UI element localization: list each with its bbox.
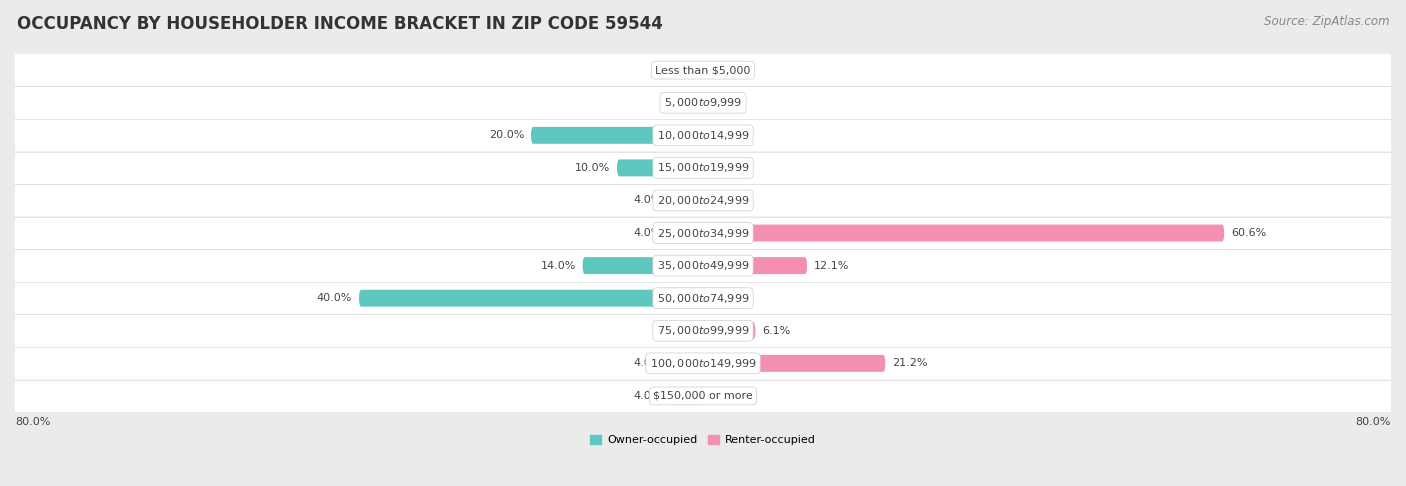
FancyBboxPatch shape [0,54,1406,86]
FancyBboxPatch shape [0,152,1406,184]
Text: OCCUPANCY BY HOUSEHOLDER INCOME BRACKET IN ZIP CODE 59544: OCCUPANCY BY HOUSEHOLDER INCOME BRACKET … [17,15,662,33]
FancyBboxPatch shape [617,159,703,176]
FancyBboxPatch shape [703,322,755,339]
FancyBboxPatch shape [0,380,1406,412]
FancyBboxPatch shape [0,250,1406,281]
Text: 12.1%: 12.1% [814,260,849,271]
FancyBboxPatch shape [0,315,1406,347]
Text: $150,000 or more: $150,000 or more [654,391,752,401]
FancyBboxPatch shape [0,87,1406,119]
Text: 40.0%: 40.0% [316,293,352,303]
FancyBboxPatch shape [0,184,1406,217]
FancyBboxPatch shape [0,119,1406,152]
Text: 0.0%: 0.0% [710,391,738,401]
Text: 0.0%: 0.0% [710,195,738,206]
FancyBboxPatch shape [703,355,886,372]
FancyBboxPatch shape [669,387,703,404]
Text: $15,000 to $19,999: $15,000 to $19,999 [657,161,749,174]
Text: $10,000 to $14,999: $10,000 to $14,999 [657,129,749,142]
FancyBboxPatch shape [669,225,703,242]
Text: 0.0%: 0.0% [710,130,738,140]
Text: Source: ZipAtlas.com: Source: ZipAtlas.com [1264,15,1389,28]
Text: 4.0%: 4.0% [633,391,662,401]
Text: 0.0%: 0.0% [710,65,738,75]
Text: 0.0%: 0.0% [668,65,696,75]
FancyBboxPatch shape [0,282,1406,314]
Text: 0.0%: 0.0% [668,98,696,108]
FancyBboxPatch shape [531,127,703,144]
Text: 21.2%: 21.2% [893,358,928,368]
Text: $50,000 to $74,999: $50,000 to $74,999 [657,292,749,305]
Text: $20,000 to $24,999: $20,000 to $24,999 [657,194,749,207]
FancyBboxPatch shape [0,120,1406,151]
Text: $35,000 to $49,999: $35,000 to $49,999 [657,259,749,272]
Text: 20.0%: 20.0% [489,130,524,140]
FancyBboxPatch shape [703,257,807,274]
FancyBboxPatch shape [582,257,703,274]
FancyBboxPatch shape [0,314,1406,347]
FancyBboxPatch shape [0,217,1406,249]
Text: $5,000 to $9,999: $5,000 to $9,999 [664,96,742,109]
Text: 0.0%: 0.0% [710,293,738,303]
Text: 4.0%: 4.0% [633,228,662,238]
FancyBboxPatch shape [0,347,1406,379]
Text: 14.0%: 14.0% [540,260,575,271]
FancyBboxPatch shape [0,249,1406,282]
Text: 60.6%: 60.6% [1232,228,1267,238]
FancyBboxPatch shape [0,152,1406,184]
FancyBboxPatch shape [0,380,1406,412]
FancyBboxPatch shape [669,355,703,372]
Text: 6.1%: 6.1% [762,326,790,336]
FancyBboxPatch shape [0,282,1406,314]
Text: 80.0%: 80.0% [15,417,51,427]
Text: 80.0%: 80.0% [1355,417,1391,427]
Text: $100,000 to $149,999: $100,000 to $149,999 [650,357,756,370]
Text: 10.0%: 10.0% [575,163,610,173]
Text: 0.0%: 0.0% [710,163,738,173]
Text: 0.0%: 0.0% [710,98,738,108]
Text: 0.0%: 0.0% [668,326,696,336]
FancyBboxPatch shape [0,347,1406,380]
Legend: Owner-occupied, Renter-occupied: Owner-occupied, Renter-occupied [586,431,820,450]
Text: 4.0%: 4.0% [633,358,662,368]
FancyBboxPatch shape [0,54,1406,87]
FancyBboxPatch shape [0,217,1406,249]
Text: $25,000 to $34,999: $25,000 to $34,999 [657,226,749,240]
Text: Less than $5,000: Less than $5,000 [655,65,751,75]
FancyBboxPatch shape [669,192,703,209]
FancyBboxPatch shape [703,225,1225,242]
FancyBboxPatch shape [359,290,703,307]
FancyBboxPatch shape [0,87,1406,119]
Text: 4.0%: 4.0% [633,195,662,206]
FancyBboxPatch shape [0,185,1406,216]
Text: $75,000 to $99,999: $75,000 to $99,999 [657,324,749,337]
